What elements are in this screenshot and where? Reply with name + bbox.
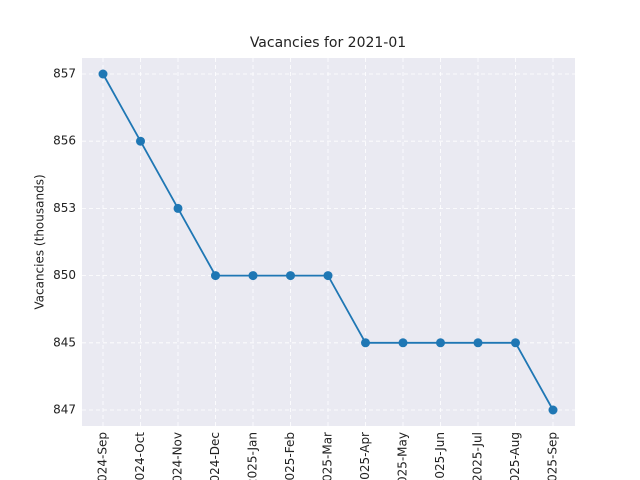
data-point xyxy=(286,271,295,281)
x-tick-label: 2025-Jun xyxy=(433,432,447,480)
data-point xyxy=(173,203,183,213)
data-point xyxy=(548,405,558,415)
x-tick-label: 2025-Jul xyxy=(471,432,485,480)
data-point xyxy=(473,338,483,348)
data-point xyxy=(398,338,408,348)
y-tick-label: 856 xyxy=(53,134,76,148)
x-tick-label: 2025-Apr xyxy=(358,432,372,480)
data-point xyxy=(361,338,370,348)
chart-title: Vacancies for 2021-01 xyxy=(250,35,406,51)
x-tick-label: 2024-Nov xyxy=(171,432,185,480)
x-tick-label: 2025-Sep xyxy=(546,432,560,480)
data-point xyxy=(323,271,333,281)
plot-area xyxy=(82,58,575,426)
y-tick-label: 850 xyxy=(53,268,76,282)
x-tick-label: 2024-Oct xyxy=(133,432,147,480)
x-tick-label: 2024-Dec xyxy=(208,432,222,480)
data-point xyxy=(436,338,445,348)
data-point xyxy=(98,69,108,79)
x-tick-label: 2025-Mar xyxy=(321,432,335,480)
y-axis-label: Vacancies (thousands) xyxy=(33,174,47,309)
x-tick-label: 2025-May xyxy=(396,432,410,480)
data-point xyxy=(248,271,258,281)
x-tick-label: 2025-Aug xyxy=(508,432,522,480)
x-tick-label: 2025-Feb xyxy=(283,432,297,480)
y-tick-label: 853 xyxy=(53,201,76,215)
data-point xyxy=(136,136,145,146)
x-tick-label: 2024-Sep xyxy=(96,432,110,480)
y-tick-label: 847 xyxy=(53,403,76,417)
x-tick-label: 2025-Jan xyxy=(246,432,260,480)
data-point xyxy=(211,271,220,281)
data-point xyxy=(511,338,520,348)
y-tick-label: 857 xyxy=(53,67,76,81)
y-tick-label: 845 xyxy=(53,335,76,349)
